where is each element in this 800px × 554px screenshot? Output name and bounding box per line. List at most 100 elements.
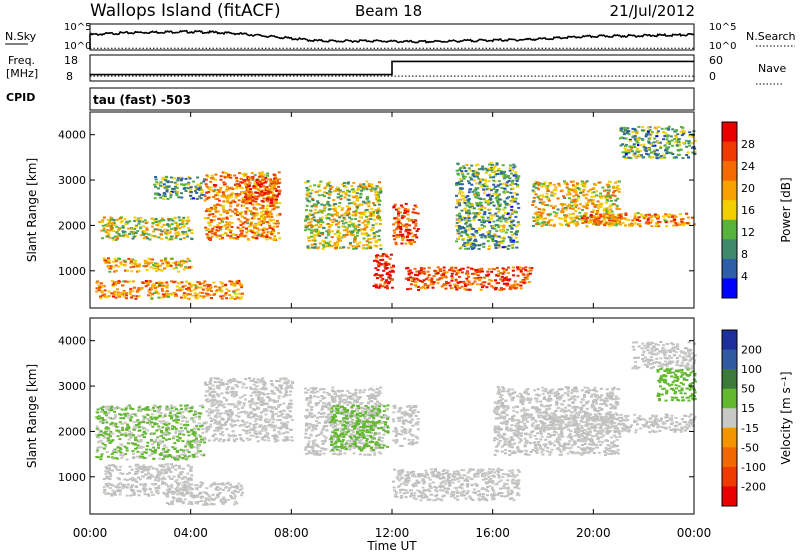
range-gate-cell xyxy=(496,201,500,204)
range-gate-cell xyxy=(97,433,101,436)
range-gate-cell xyxy=(306,218,310,221)
range-gate-cell xyxy=(488,174,492,177)
range-gate-cell xyxy=(519,269,523,272)
range-gate-cell xyxy=(498,216,502,219)
range-gate-cell xyxy=(136,463,140,466)
range-gate-cell xyxy=(204,226,208,229)
range-gate-cell xyxy=(218,286,222,289)
range-gate-cell xyxy=(549,213,553,216)
range-gate-cell xyxy=(568,207,572,210)
range-gate-cell xyxy=(377,286,381,289)
range-gate-cell xyxy=(326,200,330,203)
range-gate-cell xyxy=(480,206,484,208)
range-gate-cell xyxy=(186,216,190,219)
range-gate-cell xyxy=(495,207,499,210)
range-gate-cell xyxy=(181,457,185,460)
range-gate-cell xyxy=(240,232,244,235)
range-gate-cell xyxy=(145,268,149,271)
range-gate-cell xyxy=(275,182,278,185)
range-gate-cell xyxy=(670,215,674,218)
range-gate-cell xyxy=(178,282,181,285)
range-gate-cell xyxy=(259,185,263,188)
range-gate-cell xyxy=(124,280,128,283)
range-gate-cell xyxy=(111,432,115,435)
range-gate-cell xyxy=(466,241,470,244)
range-gate-cell xyxy=(121,226,125,229)
range-gate-cell xyxy=(225,212,229,215)
freq-unit-label: [MHz] xyxy=(6,67,38,80)
range-gate-cell xyxy=(249,224,253,227)
range-gate-cell xyxy=(598,213,602,216)
range-gate-cell xyxy=(347,246,351,249)
range-gate-cell xyxy=(175,289,179,292)
range-gate-cell xyxy=(154,422,158,425)
colorbar-swatch xyxy=(722,161,737,182)
range-gate-cell xyxy=(134,485,138,487)
range-gate-cell xyxy=(158,473,162,476)
range-gate-cell xyxy=(250,221,253,224)
range-gate-cell xyxy=(146,294,150,297)
range-gate-cell xyxy=(139,227,143,230)
nsky-frame xyxy=(89,23,695,51)
range-gate-cell xyxy=(174,458,177,461)
range-gate-cell xyxy=(113,257,117,260)
range-gate-cell xyxy=(236,204,240,207)
range-gate-cell xyxy=(353,203,357,206)
range-gate-cell xyxy=(349,242,352,244)
range-gate-cell xyxy=(375,190,379,193)
range-gate-cell xyxy=(112,424,116,427)
range-gate-cell xyxy=(196,451,200,454)
range-gate-cell xyxy=(354,218,358,220)
range-gate-cell xyxy=(646,126,650,129)
range-gate-cell xyxy=(476,173,480,176)
range-gate-cell xyxy=(151,493,155,496)
range-gate-cell xyxy=(170,223,174,226)
range-gate-cell xyxy=(605,223,609,226)
range-gate-cell xyxy=(521,267,525,270)
range-gate-cell xyxy=(322,208,326,211)
range-gate-cell xyxy=(121,284,125,287)
range-gate-cell xyxy=(184,183,188,186)
range-gate-cell xyxy=(342,222,345,225)
range-gate-cell xyxy=(645,133,648,136)
range-gate-cell xyxy=(226,198,230,201)
range-gate-cell xyxy=(150,474,154,477)
range-gate-cell xyxy=(267,222,271,225)
range-gate-cell xyxy=(182,219,186,222)
range-gate-cell xyxy=(499,171,503,174)
range-gate-cell xyxy=(668,142,672,145)
range-gate-cell xyxy=(350,188,354,191)
range-gate-cell xyxy=(235,280,239,283)
range-gate-cell xyxy=(104,430,108,433)
range-gate-cell xyxy=(359,216,363,219)
range-gate-cell xyxy=(458,168,462,171)
range-gate-cell xyxy=(150,234,154,237)
cpid-program: tau (fast) -503 xyxy=(93,93,191,107)
range-gate-cell xyxy=(430,277,434,280)
range-gate-cell xyxy=(472,235,476,238)
range-gate-cell xyxy=(552,207,555,209)
range-gate-cell xyxy=(309,209,313,212)
range-gate-cell xyxy=(466,270,469,273)
range-gate-cell xyxy=(190,232,194,234)
range-gate-cell xyxy=(497,210,501,213)
range-gate-cell xyxy=(214,206,218,209)
range-gate-cell xyxy=(188,177,192,180)
range-gate-cell xyxy=(664,219,667,222)
range-gate-cell xyxy=(154,289,158,292)
range-gate-cell xyxy=(497,235,501,238)
range-gate-cell xyxy=(182,457,186,460)
range-gate-cell xyxy=(491,235,495,238)
range-gate-cell xyxy=(130,262,134,265)
range-gate-cell xyxy=(120,453,123,456)
range-gate-cell xyxy=(478,270,482,273)
range-gate-cell xyxy=(681,129,685,132)
range-gate-cell xyxy=(153,264,157,267)
range-gate-cell xyxy=(247,179,251,182)
range-gate-cell xyxy=(159,219,163,222)
range-gate-cell xyxy=(137,406,141,409)
range-gate-cell xyxy=(624,131,628,134)
range-gate-cell xyxy=(180,288,184,291)
range-gate-cell xyxy=(536,218,540,221)
range-gate-cell xyxy=(158,415,161,418)
